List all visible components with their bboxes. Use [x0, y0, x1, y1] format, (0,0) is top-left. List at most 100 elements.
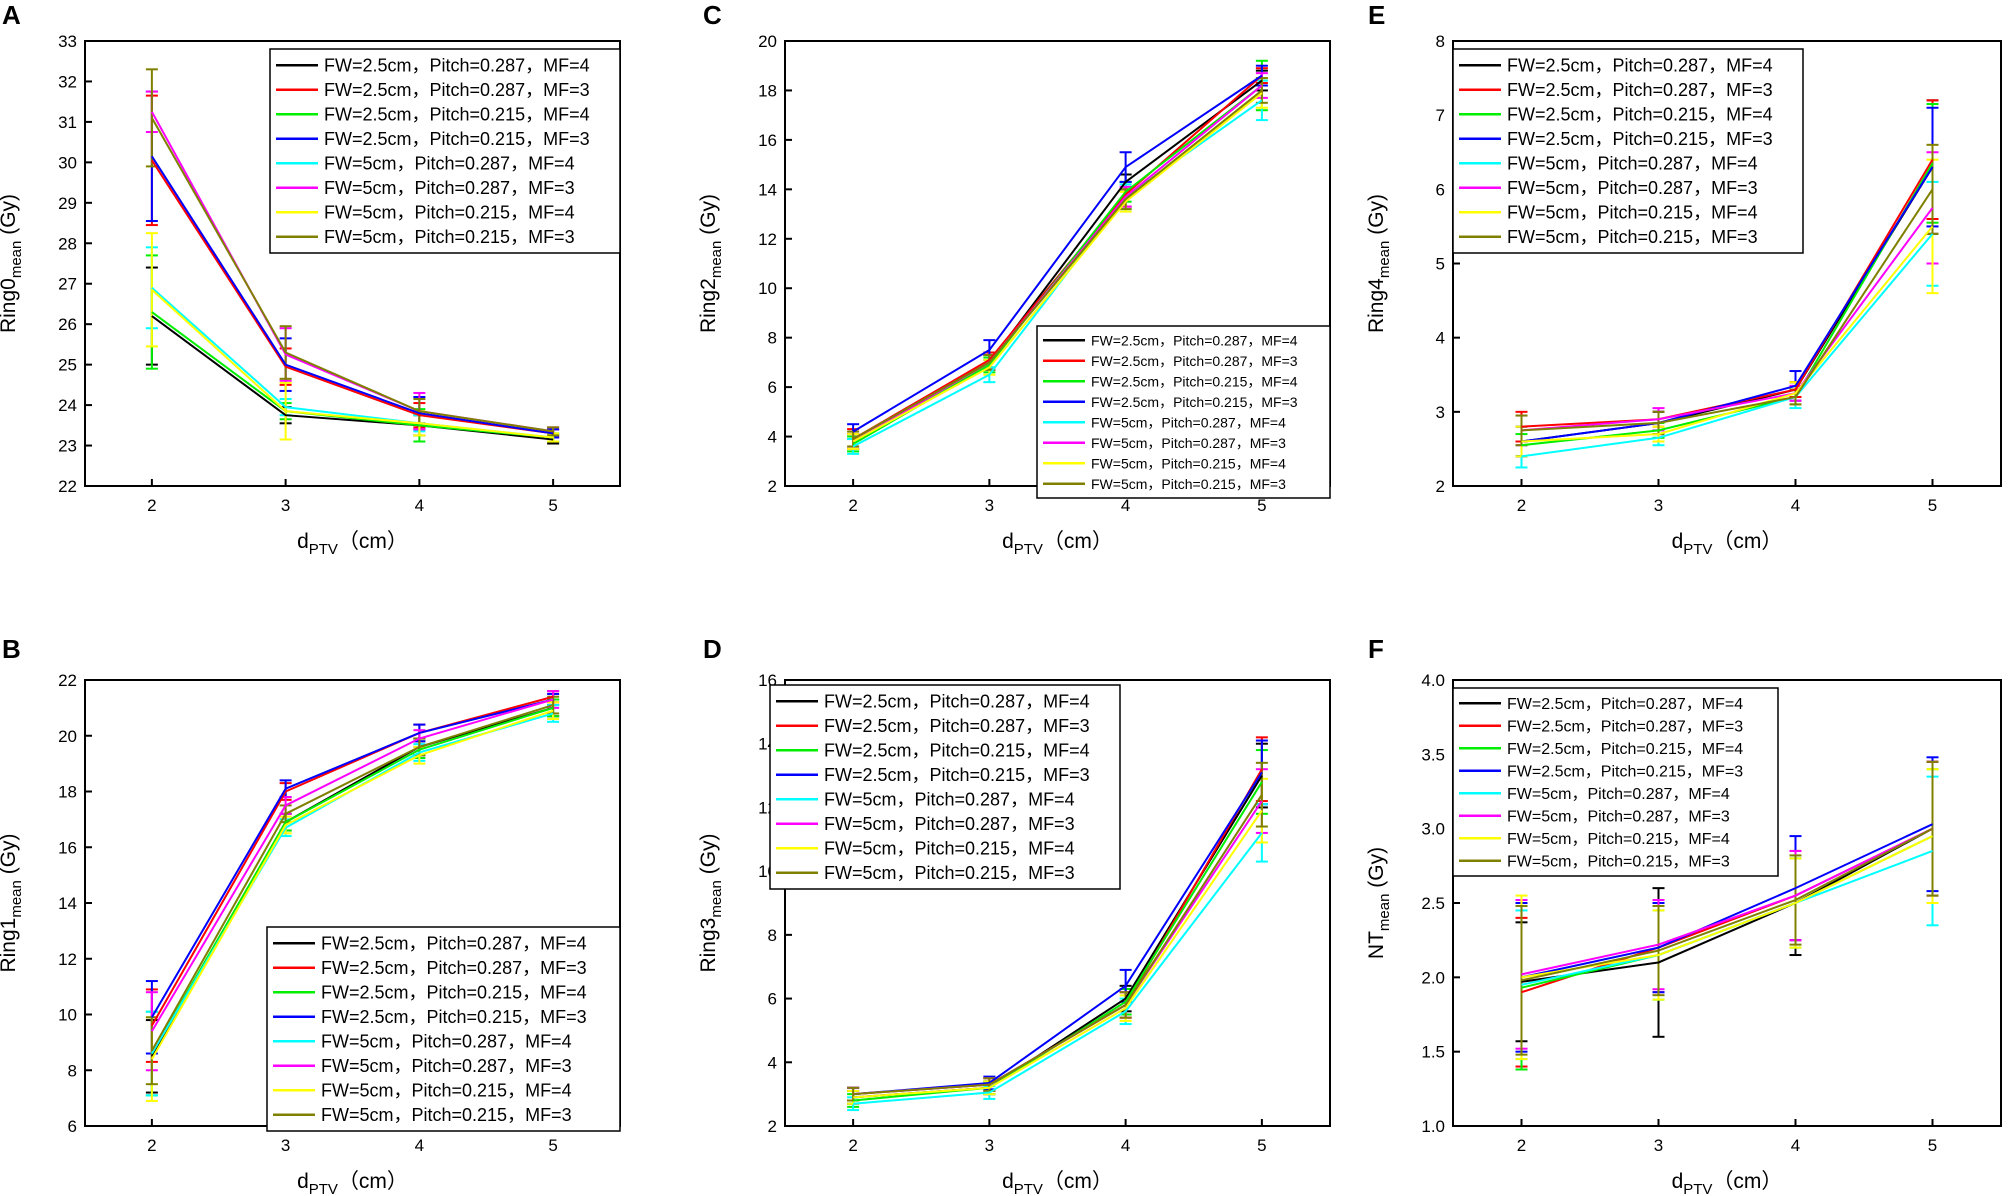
legend-entry: FW=2.5cm，Pitch=0.287，MF=3: [324, 80, 590, 100]
series-line-8: [151, 117, 554, 433]
legend-entry: FW=5cm，Pitch=0.287，MF=4: [1091, 414, 1286, 430]
y-tick-label: 30: [58, 153, 77, 172]
x-tick-label: 2: [848, 496, 857, 515]
legend-entry: FW=5cm，Pitch=0.287，MF=4: [324, 154, 575, 174]
y-tick-label: 31: [58, 113, 77, 132]
legend-entry: FW=5cm，Pitch=0.287，MF=3: [824, 814, 1075, 834]
x-tick-label: 5: [1257, 1136, 1266, 1155]
plot-frame: [84, 40, 621, 487]
x-tick-label: 5: [1928, 1136, 1937, 1155]
series-line-3: [151, 706, 554, 1055]
y-axis-label: Ring2mean (Gy): [697, 194, 725, 333]
y-tick-label: 5: [1436, 255, 1445, 274]
x-axis-label: dPTV（cm）: [1672, 530, 1783, 558]
y-tick-label: 4.0: [1421, 671, 1445, 690]
legend-entry: FW=5cm，Pitch=0.215，MF=3: [1091, 476, 1286, 492]
legend-box: [769, 684, 1121, 890]
legend-entry: FW=2.5cm，Pitch=0.287，MF=3: [1507, 80, 1773, 100]
x-tick-label: 5: [548, 1136, 557, 1155]
legend-entry: FW=2.5cm，Pitch=0.215，MF=3: [1507, 129, 1773, 149]
y-tick-label: 6: [768, 990, 777, 1009]
panel-E: E 2 3 4 5 6 7 8 2 3 4 5 dPTV（cm） Ring4mean (Gy) FW=2.5…: [1365, 0, 2002, 558]
legend-entry: FW=2.5cm，Pitch=0.287，MF=3: [824, 716, 1090, 736]
legend-entry: FW=2.5cm，Pitch=0.215，MF=4: [1091, 373, 1298, 389]
x-tick-label: 4: [1791, 1136, 1800, 1155]
legend-entry: FW=5cm，Pitch=0.215，MF=4: [1507, 831, 1730, 848]
y-tick-label: 6: [1436, 180, 1445, 199]
panel-label: F: [1368, 634, 1384, 664]
x-axis-label: dPTV（cm）: [297, 530, 408, 558]
series-line-8: [1521, 827, 1933, 982]
legend-box: [269, 48, 621, 254]
error-bar: [1926, 760, 1939, 897]
y-tick-label: 18: [58, 783, 77, 802]
x-tick-label: 3: [1654, 496, 1663, 515]
x-tick-label: 4: [415, 1136, 424, 1155]
series-line-4: [1521, 166, 1934, 443]
x-tick-label: 2: [147, 1136, 156, 1155]
x-tick-label: 4: [1121, 496, 1130, 515]
legend-box: [266, 926, 621, 1132]
legend-entry: FW=5cm，Pitch=0.287，MF=4: [1507, 154, 1758, 174]
y-tick-label: 32: [58, 72, 77, 91]
y-tick-label: 6: [68, 1117, 77, 1136]
x-tick-label: 3: [985, 496, 994, 515]
legend-entry: FW=2.5cm，Pitch=0.287，MF=4: [321, 934, 587, 954]
legend-entry: FW=2.5cm，Pitch=0.215，MF=3: [321, 1007, 587, 1027]
panel-F: F 1.0 1.5 2.0 2.5 3.0 3.5 4.0 2 3 4 5 dPTV（cm） NTmean…: [1365, 634, 2002, 1196]
legend-entry: FW=5cm，Pitch=0.215，MF=3: [824, 863, 1075, 883]
legend-entry: FW=2.5cm，Pitch=0.215，MF=3: [1091, 394, 1298, 410]
legend-entry: FW=5cm，Pitch=0.215，MF=4: [321, 1081, 572, 1101]
y-tick-label: 3.0: [1421, 820, 1445, 839]
y-tick-label: 4: [768, 428, 777, 447]
y-tick-label: 20: [758, 32, 777, 51]
y-tick-label: 8: [68, 1061, 77, 1080]
y-tick-label: 28: [58, 234, 77, 253]
legend-box: [1452, 48, 1804, 254]
series-line-5: [853, 832, 1263, 1105]
x-tick-label: 4: [415, 496, 424, 515]
x-axis-label: dPTV（cm）: [1002, 1170, 1113, 1196]
y-tick-label: 22: [58, 671, 77, 690]
legend: FW=2.5cm，Pitch=0.287，MF=4 FW=2.5cm，Pitch=…: [269, 48, 621, 254]
series-line-1: [151, 315, 554, 441]
legend-entry: FW=5cm，Pitch=0.287，MF=3: [1091, 435, 1286, 451]
y-axis-label: Ring1mean (Gy): [0, 833, 25, 972]
y-tick-label: 16: [58, 838, 77, 857]
legend: FW=2.5cm，Pitch=0.287，MF=4 FW=2.5cm，Pitch=…: [1036, 325, 1331, 499]
y-tick-label: 20: [58, 727, 77, 746]
series-line-6: [1521, 207, 1934, 432]
series-line-6: [151, 698, 554, 1032]
y-tick-label: 33: [58, 32, 77, 51]
x-tick-label: 3: [281, 496, 290, 515]
legend-entry: FW=5cm，Pitch=0.215，MF=4: [1507, 203, 1758, 223]
y-tick-label: 16: [758, 131, 777, 150]
y-tick-label: 1.5: [1421, 1043, 1445, 1062]
panel-label: E: [1368, 0, 1385, 30]
legend: FW=2.5cm，Pitch=0.287，MF=4 FW=2.5cm，Pitch=…: [266, 926, 621, 1132]
y-tick-label: 29: [58, 194, 77, 213]
series-line-7: [151, 709, 554, 1060]
x-tick-label: 4: [1121, 1136, 1130, 1155]
y-tick-label: 10: [58, 1006, 77, 1025]
legend-entry: FW=2.5cm，Pitch=0.287，MF=3: [1507, 719, 1743, 736]
y-tick-label: 10: [758, 279, 777, 298]
y-tick-label: 27: [58, 275, 77, 294]
x-tick-label: 5: [548, 496, 557, 515]
legend-entry: FW=2.5cm，Pitch=0.215，MF=4: [1507, 105, 1773, 125]
series-line-4: [1521, 823, 1933, 979]
series-line-8: [853, 794, 1263, 1096]
series-line-7: [151, 289, 554, 439]
x-tick-label: 5: [1928, 496, 1937, 515]
legend-entry: FW=2.5cm，Pitch=0.215，MF=4: [1507, 741, 1743, 758]
x-axis-label: dPTV（cm）: [1002, 530, 1113, 558]
series-line-8: [852, 89, 1263, 440]
legend: FW=2.5cm，Pitch=0.287，MF=4 FW=2.5cm，Pitch=…: [769, 684, 1121, 890]
y-tick-label: 14: [758, 180, 777, 199]
y-tick-label: 4: [768, 1053, 777, 1072]
legend-entry: FW=2.5cm，Pitch=0.287，MF=4: [1507, 56, 1773, 76]
